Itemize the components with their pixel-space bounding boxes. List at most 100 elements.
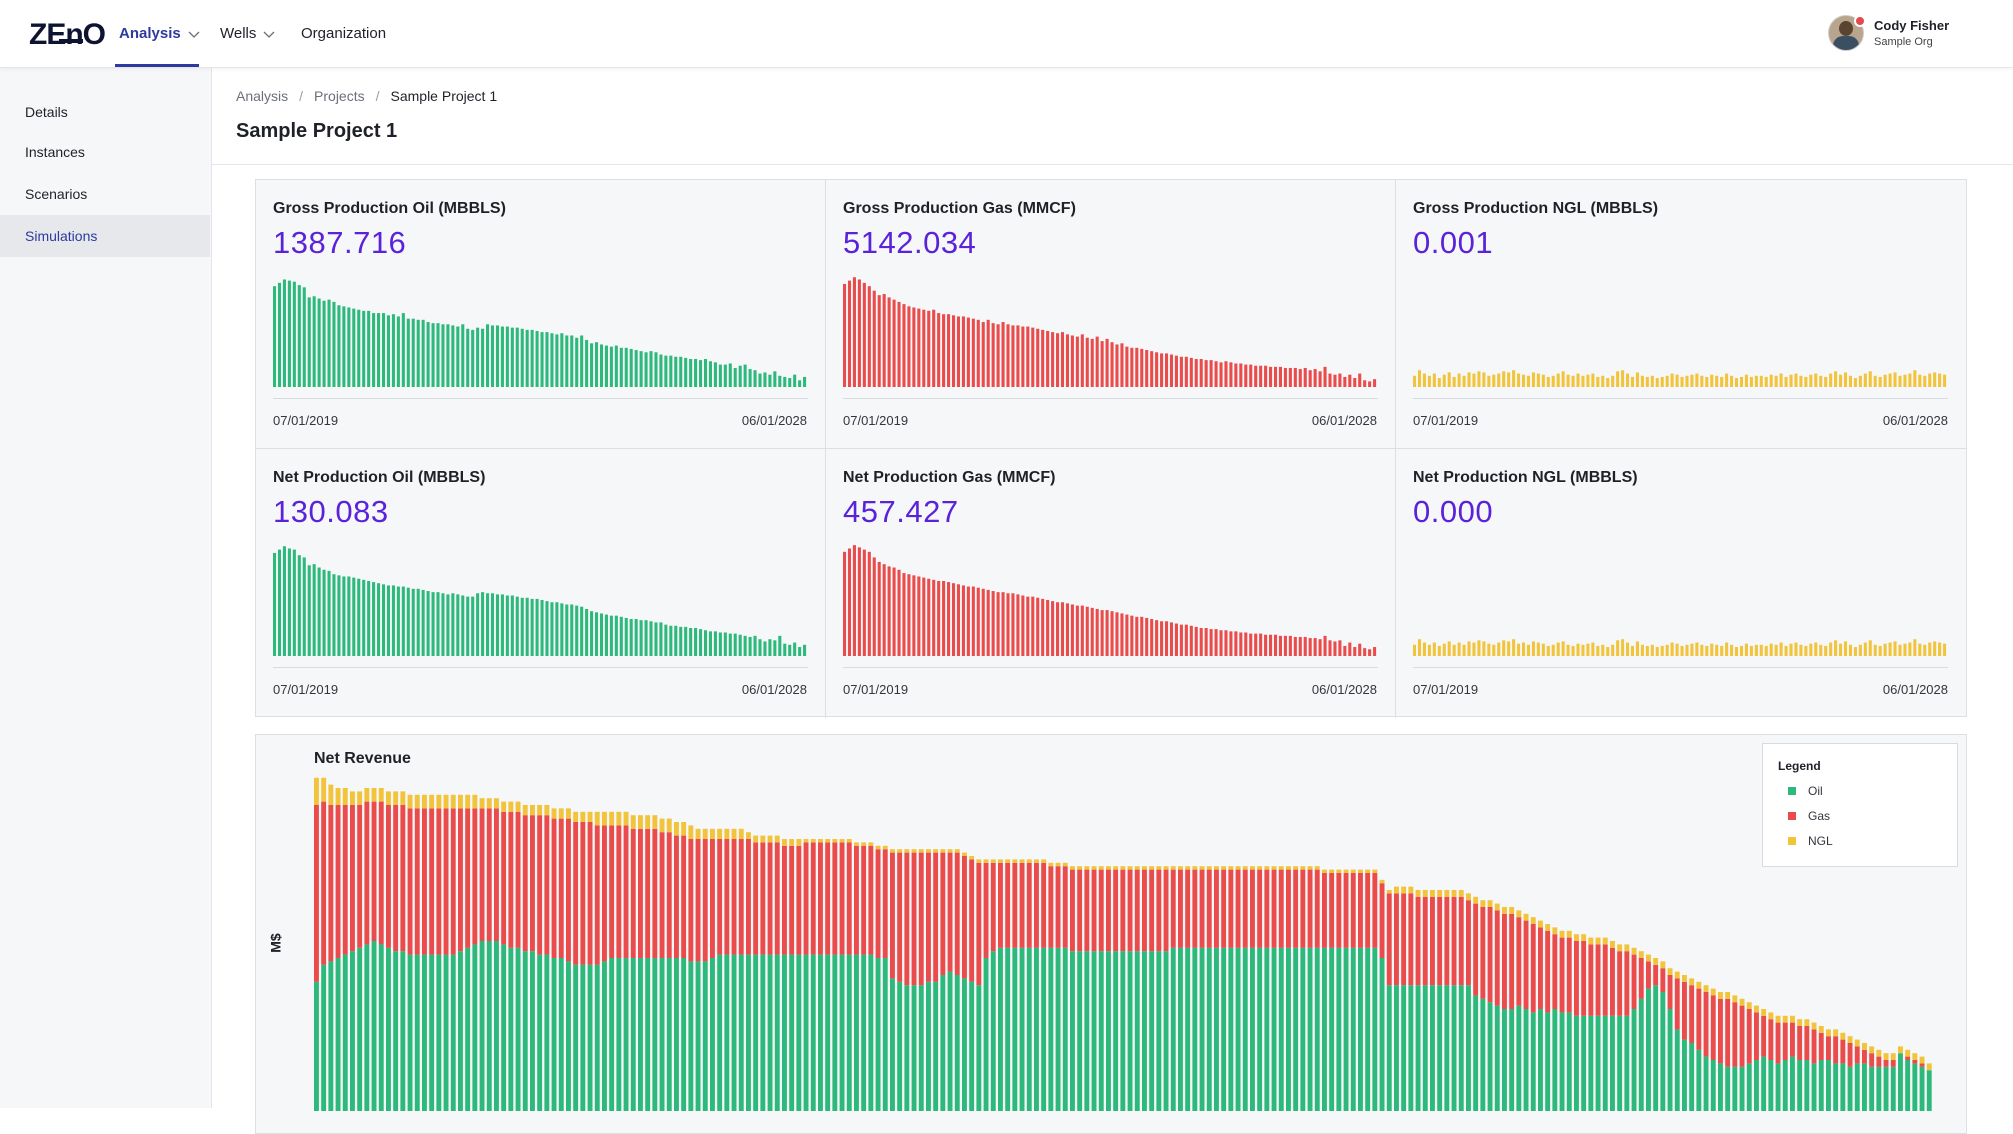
chart-bar <box>1640 375 1644 387</box>
chart-bar <box>1472 373 1476 387</box>
chart-legend: Legend Oil Gas NGL <box>1762 743 1958 867</box>
chart-bar <box>1249 364 1253 387</box>
bar-gas <box>969 859 975 982</box>
bar-oil <box>472 944 478 1111</box>
chart-bar <box>1843 372 1848 387</box>
bar-oil <box>1041 947 1047 1111</box>
kpi-grid: Gross Production Oil (MBBLS) 1387.716 07… <box>255 179 1967 718</box>
chart-bar <box>758 373 762 387</box>
chart-bar <box>852 277 856 387</box>
user-menu[interactable]: Cody Fisher Sample Org <box>1828 15 1949 51</box>
chart-bar <box>545 601 549 656</box>
bar-oil <box>1646 988 1651 1111</box>
bar-oil <box>378 944 384 1111</box>
nav-analysis[interactable]: Analysis <box>119 0 200 67</box>
bar-oil <box>1782 1060 1788 1111</box>
chart-bar <box>753 635 757 656</box>
bar-ngl <box>1430 890 1435 897</box>
chart-bar <box>1373 379 1377 387</box>
bar-oil <box>1170 947 1176 1111</box>
bar-gas <box>1682 981 1687 1040</box>
bar-gas <box>364 801 370 945</box>
chart-bar <box>1224 630 1228 656</box>
sidebar-item-instances[interactable]: Instances <box>0 131 210 173</box>
chart-bar <box>1442 643 1446 656</box>
bar-oil <box>357 947 363 1111</box>
bar-oil <box>1818 1060 1824 1111</box>
app-logo[interactable]: ZEnO <box>29 18 106 52</box>
legend-label: Gas <box>1808 809 1831 823</box>
bar-oil <box>594 964 600 1111</box>
chart-bar <box>530 598 534 656</box>
chart-bar <box>753 370 757 387</box>
chart-bar <box>1110 611 1114 656</box>
bar-gas <box>911 852 917 986</box>
legend-item-gas[interactable]: Gas <box>1788 809 1830 823</box>
bar-oil <box>1372 947 1378 1111</box>
chart-bar <box>287 548 291 656</box>
bar-ngl <box>1912 1053 1918 1060</box>
chart-bar <box>1571 645 1575 656</box>
bar-ngl <box>1343 869 1349 873</box>
chart-bar <box>966 586 970 656</box>
chart-bar <box>1700 644 1704 656</box>
bar-gas <box>1581 941 1587 1016</box>
sidebar-item-simulations[interactable]: Simulations <box>0 215 210 257</box>
sidebar-item-details[interactable]: Details <box>0 91 210 133</box>
chart-bar <box>996 324 1000 387</box>
bar-oil <box>1156 951 1162 1111</box>
bar-gas <box>1660 968 1666 992</box>
bar-ngl <box>1228 866 1234 870</box>
sidebar-item-scenarios[interactable]: Scenarios <box>0 173 210 215</box>
bar-oil <box>1286 947 1291 1111</box>
chart-bar <box>1596 645 1600 656</box>
bar-gas <box>767 842 773 955</box>
legend-item-ngl[interactable]: NGL <box>1788 834 1833 848</box>
bar-gas <box>1329 873 1335 948</box>
chart-bar <box>1616 371 1620 387</box>
bar-gas <box>1746 1009 1752 1064</box>
legend-item-oil[interactable]: Oil <box>1788 784 1823 798</box>
bar-oil <box>1566 1012 1572 1111</box>
chart-bar <box>1512 370 1516 387</box>
chart-bar <box>1462 644 1466 656</box>
bar-ngl <box>1170 866 1176 870</box>
bar-ngl <box>1163 866 1169 870</box>
bar-gas <box>803 842 809 955</box>
chart-bar <box>1536 373 1540 387</box>
chart-bar <box>758 639 762 656</box>
bar-gas <box>1617 951 1623 1016</box>
chart-bar <box>1100 341 1104 387</box>
chart-bar <box>471 596 475 656</box>
chart-bar <box>401 586 405 656</box>
chart-bar <box>1452 644 1456 656</box>
chart-bar <box>535 331 539 387</box>
card-value: 1387.716 <box>273 225 407 260</box>
chart-bar <box>1888 642 1892 656</box>
breadcrumb-analysis[interactable]: Analysis <box>236 88 289 104</box>
bar-gas <box>328 805 334 962</box>
chart-bar <box>1943 643 1947 656</box>
chart-bar <box>1784 376 1788 387</box>
chart-bar <box>1749 645 1753 656</box>
bar-ngl <box>702 828 708 839</box>
bar-oil <box>638 958 643 1111</box>
chart-bar <box>481 328 485 387</box>
bar-ngl <box>1804 1019 1810 1026</box>
chart-bar <box>991 591 995 656</box>
chart-bar <box>1308 370 1312 387</box>
chart-axis-line <box>843 667 1378 668</box>
nav-wells[interactable]: Wells <box>220 0 275 67</box>
bar-ngl <box>1149 866 1155 870</box>
chart-bar <box>1898 644 1902 656</box>
chart-bar <box>1824 376 1828 387</box>
nav-organization[interactable]: Organization <box>301 0 386 67</box>
breadcrumb-projects[interactable]: Projects <box>314 88 365 104</box>
bar-gas <box>1545 930 1551 1013</box>
chart-bar <box>1863 642 1867 656</box>
chart-bar <box>857 547 861 656</box>
chart-bar <box>912 575 916 656</box>
chart-bar <box>996 592 1000 656</box>
bar-ngl <box>940 849 946 853</box>
chart-bar <box>1006 324 1010 387</box>
